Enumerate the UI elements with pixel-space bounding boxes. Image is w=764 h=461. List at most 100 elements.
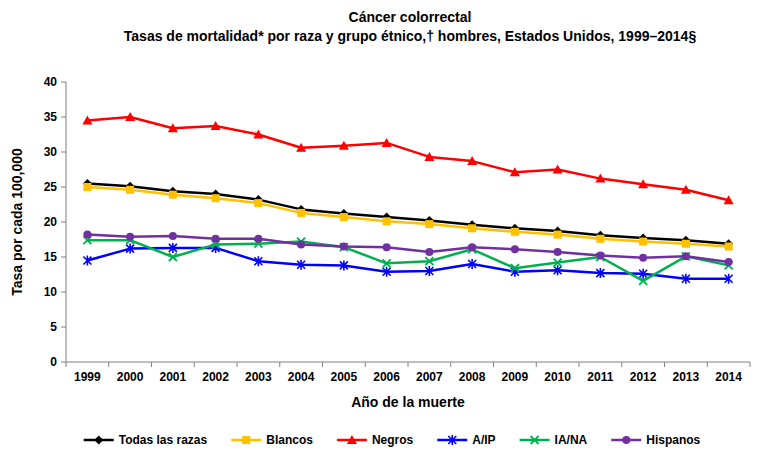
x-tick <box>66 362 67 367</box>
subtitle: Tasas de mortalidad* por raza y grupo ét… <box>124 28 697 44</box>
legend-marker <box>242 436 250 444</box>
x-tick <box>707 362 708 367</box>
x-tick-label: 2004 <box>288 370 315 384</box>
marker <box>169 191 177 199</box>
legend-item: Hispanos <box>611 433 700 447</box>
marker <box>383 259 391 267</box>
y-tick <box>61 257 66 258</box>
marker <box>383 243 391 251</box>
marker <box>126 244 134 254</box>
marker <box>126 186 134 194</box>
marker <box>169 243 177 253</box>
x-tick-label: 2006 <box>373 370 400 384</box>
x-tick <box>450 362 451 367</box>
x-tick <box>237 362 238 367</box>
marker <box>511 264 519 272</box>
x-tick-label: 2013 <box>673 370 700 384</box>
x-tick-label: 2010 <box>544 370 571 384</box>
x-tick <box>493 362 494 367</box>
y-tick-label: 25 <box>44 180 58 194</box>
x-tick-label: 2003 <box>245 370 272 384</box>
marker <box>297 260 305 270</box>
legend-item: A/IP <box>437 433 495 447</box>
legend-label: Negros <box>372 433 414 447</box>
marker <box>725 274 733 284</box>
y-tick <box>61 117 66 118</box>
chart: Cáncer colorrectal Tasas de mortalidad* p… <box>0 0 764 461</box>
x-tick <box>750 362 751 367</box>
legend-marker <box>448 435 456 445</box>
legend-label: Blancos <box>266 433 313 447</box>
x-tick-label: 2012 <box>630 370 657 384</box>
marker <box>339 141 349 150</box>
x-tick-label: 2005 <box>331 370 358 384</box>
marker <box>83 256 91 266</box>
marker <box>425 220 433 228</box>
marker <box>212 235 220 243</box>
x-tick-label: 2000 <box>117 370 144 384</box>
marker <box>254 235 262 243</box>
legend-item: Negros <box>337 433 414 447</box>
marker <box>253 130 263 139</box>
y-tick <box>61 327 66 328</box>
marker <box>596 235 604 243</box>
marker <box>724 195 734 204</box>
x-tick <box>579 362 580 367</box>
marker <box>511 228 519 236</box>
legend-marker <box>531 436 539 444</box>
series <box>83 183 732 251</box>
marker <box>596 268 604 278</box>
marker <box>468 259 476 269</box>
marker <box>169 232 177 240</box>
marker <box>682 252 690 260</box>
marker <box>639 238 647 246</box>
y-axis-label: Tasa por cada 100,000 <box>9 148 25 296</box>
legend-label: IA/NA <box>555 433 588 447</box>
marker <box>425 248 433 256</box>
legend-marker <box>347 435 357 444</box>
marker <box>340 243 348 251</box>
x-tick <box>621 362 622 367</box>
marker <box>554 259 562 267</box>
y-tick <box>61 292 66 293</box>
marker <box>83 231 91 239</box>
x-tick <box>151 362 152 367</box>
x-tick-label: 2002 <box>202 370 229 384</box>
y-tick <box>61 222 66 223</box>
plot-area <box>82 112 733 285</box>
x-tick <box>365 362 366 367</box>
marker <box>169 253 177 261</box>
marker <box>468 224 476 232</box>
x-tick-label: 2008 <box>459 370 486 384</box>
marker <box>554 231 562 239</box>
x-tick <box>664 362 665 367</box>
marker <box>82 116 92 125</box>
marker <box>725 258 733 266</box>
marker <box>168 123 178 132</box>
x-tick <box>408 362 409 367</box>
y-tick-label: 40 <box>44 75 58 89</box>
marker <box>682 252 690 260</box>
y-tick-label: 15 <box>44 250 58 264</box>
marker <box>510 167 520 176</box>
background <box>0 0 764 461</box>
marker <box>553 165 563 174</box>
marker <box>511 245 519 253</box>
marker <box>340 213 348 221</box>
x-axis-label: Año de la muerte <box>351 394 465 410</box>
series-line <box>87 240 728 281</box>
x-tick <box>536 362 537 367</box>
legend-item: IA/NA <box>520 433 588 447</box>
y-tick <box>61 152 66 153</box>
legend-label: Todas las razas <box>119 433 208 447</box>
marker <box>595 174 605 183</box>
series <box>83 231 732 266</box>
marker <box>468 243 476 251</box>
marker <box>126 233 134 241</box>
title: Cáncer colorrectal <box>349 9 472 25</box>
marker <box>639 277 647 285</box>
marker <box>383 267 391 277</box>
x-tick <box>108 362 109 367</box>
marker <box>467 156 477 165</box>
marker <box>425 266 433 276</box>
